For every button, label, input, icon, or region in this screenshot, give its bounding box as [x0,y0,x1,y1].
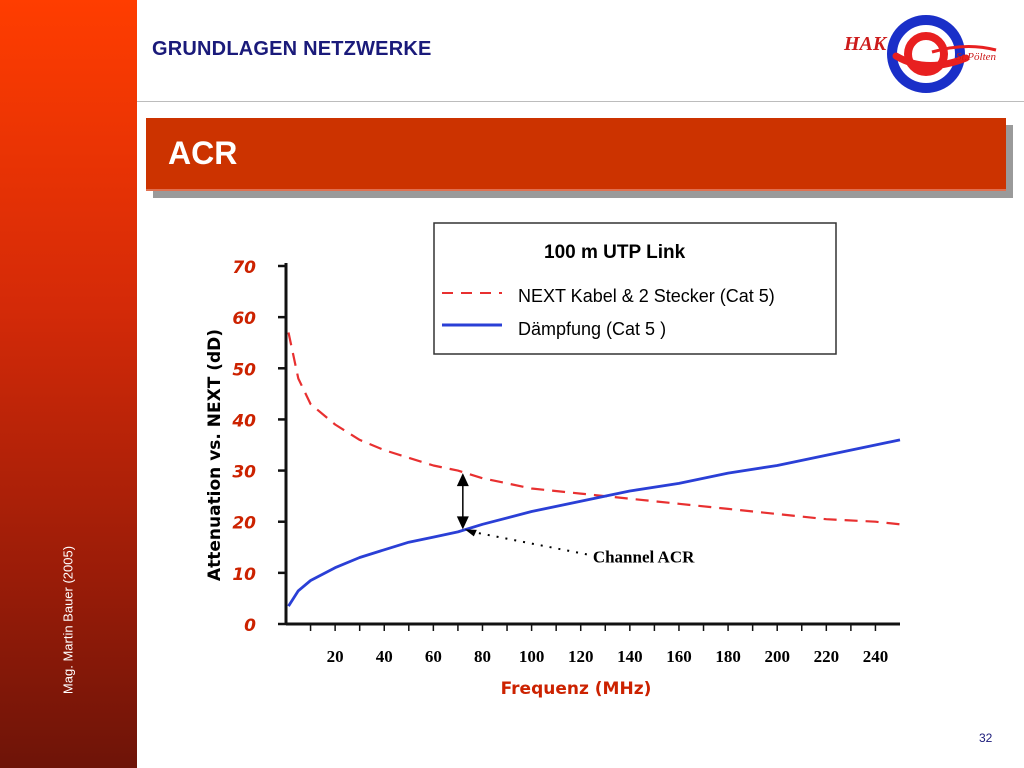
author-credit: Mag. Martin Bauer (2005) [60,545,76,695]
y-tick-label: 60 [232,309,256,329]
header-divider [137,101,1024,102]
x-tick-label: 200 [764,647,790,666]
acr-arrow-down [456,516,469,530]
x-tick-label: 100 [519,647,545,666]
chart-legend: 100 m UTP Link NEXT Kabel & 2 Stecker (C… [433,222,837,355]
page-number: 32 [979,731,993,745]
x-tick-label: 40 [376,647,393,666]
y-tick-label: 10 [232,565,256,585]
x-tick-label: 80 [474,647,491,666]
y-tick-label: 30 [232,463,256,483]
legend-label-attenuation: Dämpfung (Cat 5 ) [518,319,666,339]
chart-title: 100 m UTP Link [544,242,686,263]
acr-chart: 100 m UTP Link NEXT Kabel & 2 Stecker (C… [205,222,901,699]
x-tick-label: 60 [425,647,442,666]
y-tick-label: 0 [244,616,256,636]
series-line-attenuation [287,438,901,607]
logo-text-city: St.Pölten [956,51,997,63]
header-title: GRUNDLAGEN NETZWERKE [152,38,432,60]
acr-arrow-up [456,473,469,487]
logo-text-hak: HAK [843,33,888,55]
slide-title: ACR [168,135,238,171]
y-tick-label: 50 [232,360,256,380]
y-tick-label: 20 [232,514,256,534]
annotation-leader-arrow [464,529,477,537]
series-line-next [287,332,901,526]
chart-series [287,332,901,607]
y-tick-label: 40 [231,411,256,431]
channel-acr-annotation [456,473,588,556]
x-tick-label: 160 [666,647,692,666]
y-axis-label: Attenuation vs. NEXT (dD) [205,329,225,581]
x-tick-label: 140 [617,647,643,666]
x-tick-label: 180 [715,647,741,666]
x-axis-label: Frequenz (MHz) [501,679,652,699]
x-tick-label: 240 [863,647,889,666]
annotation-label: Channel ACR [593,547,695,566]
x-tick-label: 20 [327,647,344,666]
x-tick-label: 220 [814,647,840,666]
hak-st-poelten-logo: HAK St.Pölten [843,15,997,93]
legend-label-next: NEXT Kabel & 2 Stecker (Cat 5) [518,286,775,306]
y-tick-label: 70 [232,258,256,278]
x-tick-label: 120 [568,647,594,666]
legend-box [433,222,837,355]
chart-axes: 0 10 20 30 40 50 60 70 20 40 60 80 100 120 140 160 180 20… [231,258,900,666]
annotation-leader [474,531,588,556]
title-bar: ACR [146,118,1006,191]
sidebar: Mag. Martin Bauer (2005) [0,0,137,768]
